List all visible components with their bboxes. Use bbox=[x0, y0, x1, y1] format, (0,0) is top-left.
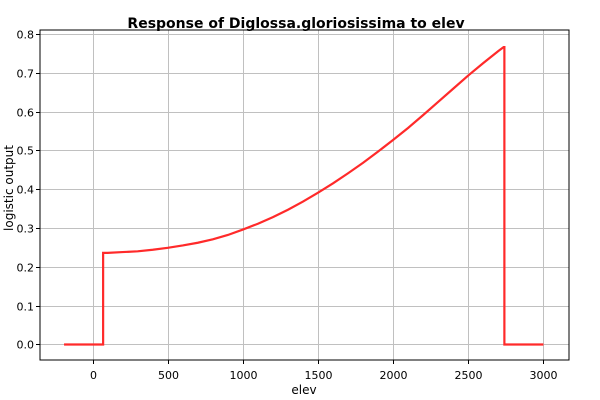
response-curve-line bbox=[64, 45, 544, 346]
x-tick-label: 1500 bbox=[305, 369, 333, 382]
y-tick-label: 0.1 bbox=[17, 301, 35, 314]
y-tick-label: 0.7 bbox=[17, 68, 35, 81]
y-tick-label: 0.5 bbox=[17, 145, 35, 158]
plot-frame bbox=[39, 29, 570, 361]
x-tick-label: 2000 bbox=[380, 369, 408, 382]
y-tick-label: 0.6 bbox=[17, 107, 35, 120]
x-tick-label: 0 bbox=[90, 369, 97, 382]
y-tick-label: 0.8 bbox=[17, 29, 35, 42]
y-tick-label: 0.2 bbox=[17, 262, 35, 275]
x-tick-label: 2500 bbox=[455, 369, 483, 382]
y-axis-label: logistic output bbox=[2, 145, 16, 231]
x-tick-label: 500 bbox=[158, 369, 179, 382]
series-layer bbox=[64, 45, 544, 346]
grid-layer bbox=[40, 30, 569, 360]
x-tick-label: 1000 bbox=[230, 369, 258, 382]
chart-title: Response of Diglossa.gloriosissima to el… bbox=[127, 16, 464, 32]
y-tick-label: 0.4 bbox=[17, 184, 35, 197]
y-tick-label: 0.3 bbox=[17, 223, 35, 236]
x-tick-label: 3000 bbox=[530, 369, 558, 382]
y-tick-label: 0.0 bbox=[17, 339, 35, 352]
x-axis-label: elev bbox=[291, 383, 316, 397]
tick-layer: 0 500 1000 1500 2000 2500 3000 0.0 0.1 0.2 0.3 0.4 0… bbox=[17, 29, 558, 383]
